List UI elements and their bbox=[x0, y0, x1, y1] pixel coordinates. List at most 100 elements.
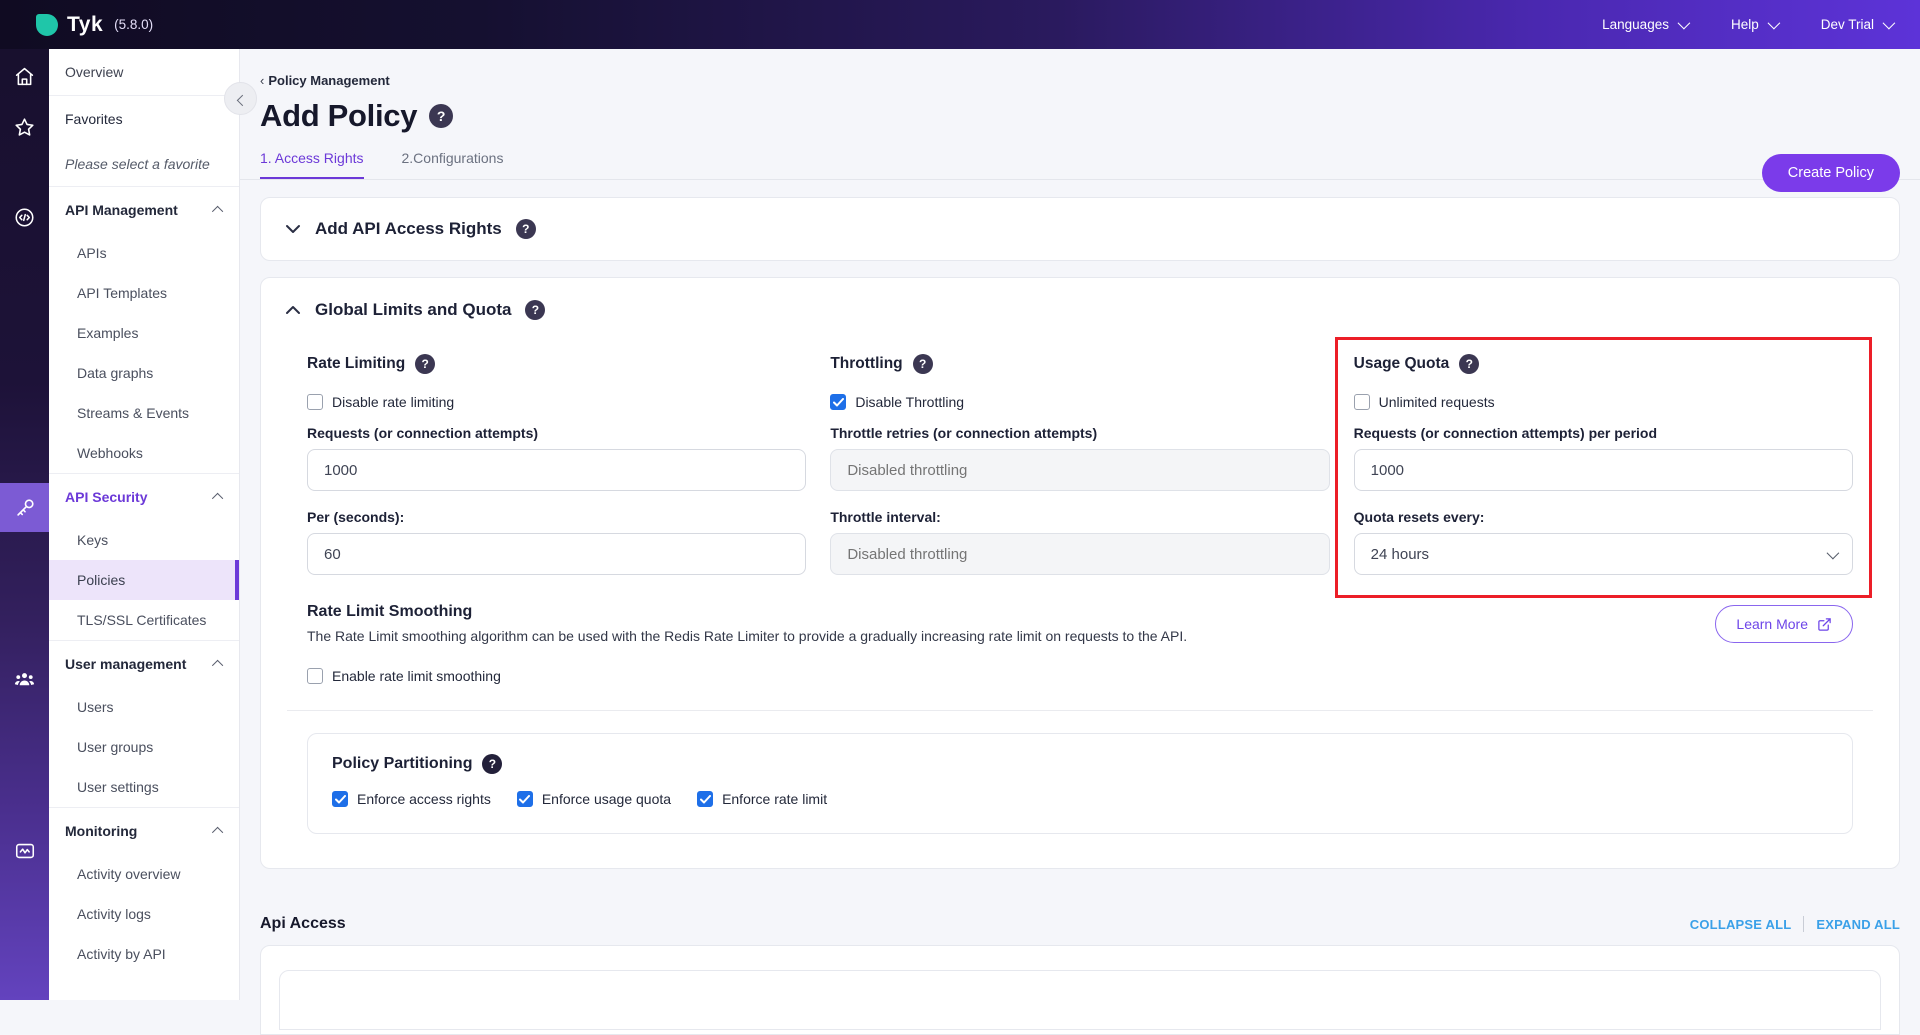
sidebar-section-monitoring[interactable]: Monitoring bbox=[49, 808, 239, 854]
expand-all-link[interactable]: EXPAND ALL bbox=[1816, 916, 1900, 932]
checkbox-unchecked[interactable] bbox=[307, 668, 323, 684]
sidebar-item-users[interactable]: Users bbox=[77, 699, 114, 715]
per-seconds-input[interactable] bbox=[307, 533, 807, 575]
sidebar: Overview Favorites Please select a favor… bbox=[49, 49, 240, 1000]
add-api-access-rights-card: Add API Access Rights ? bbox=[260, 197, 1900, 261]
help-menu[interactable]: Help bbox=[1730, 16, 1781, 32]
sidebar-item-examples[interactable]: Examples bbox=[77, 325, 139, 341]
checkbox-checked[interactable] bbox=[830, 394, 847, 410]
checkbox-unchecked[interactable] bbox=[1353, 394, 1370, 410]
dev-trial-menu-label: Dev Trial bbox=[1820, 17, 1874, 32]
sidebar-item-webhooks[interactable]: Webhooks bbox=[77, 445, 143, 461]
rate-requests-input[interactable] bbox=[307, 449, 807, 491]
disable-rate-limiting-checkbox[interactable]: Disable rate limiting bbox=[307, 394, 806, 410]
chevron-up-icon bbox=[211, 826, 224, 839]
throttling-help-icon[interactable]: ? bbox=[912, 354, 933, 374]
quota-resets-label: Quota resets every: bbox=[1353, 509, 1485, 525]
throttle-interval-label: Throttle interval: bbox=[830, 509, 941, 525]
sidebar-section-api-security[interactable]: API Security bbox=[49, 474, 239, 520]
page-help-icon[interactable]: ? bbox=[429, 104, 454, 128]
help-menu-label: Help bbox=[1730, 17, 1759, 32]
quota-requests-input[interactable] bbox=[1353, 449, 1853, 491]
chevron-left-icon: ‹ bbox=[260, 73, 265, 88]
check-icon bbox=[832, 397, 844, 406]
api-security-icon[interactable] bbox=[0, 483, 49, 532]
icon-rail bbox=[0, 49, 49, 1000]
favorites-placeholder: Please select a favorite bbox=[65, 156, 210, 172]
enforce-usage-quota-checkbox[interactable]: Enforce usage quota bbox=[516, 791, 671, 807]
sidebar-item-data-graphs[interactable]: Data graphs bbox=[77, 365, 154, 381]
usage-quota-help-icon[interactable]: ? bbox=[1459, 354, 1480, 374]
monitoring-icon[interactable] bbox=[0, 829, 49, 873]
rate-limiting-column: Rate Limiting ? Disable rate limiting Re… bbox=[307, 354, 807, 575]
sidebar-item-policies[interactable]: Policies bbox=[49, 560, 239, 600]
enforce-access-rights-checkbox[interactable]: Enforce access rights bbox=[332, 791, 491, 807]
api-management-icon[interactable] bbox=[0, 195, 49, 239]
check-icon bbox=[519, 794, 531, 803]
throttle-interval-input[interactable] bbox=[830, 533, 1330, 575]
collapse-all-link[interactable]: COLLAPSE ALL bbox=[1689, 916, 1792, 932]
add-api-access-rights-header[interactable]: Add API Access Rights ? bbox=[285, 219, 1875, 239]
divider bbox=[49, 640, 239, 641]
smoothing-description: The Rate Limit smoothing algorithm can b… bbox=[307, 628, 1188, 644]
sidebar-item-activity-logs[interactable]: Activity logs bbox=[77, 906, 151, 922]
sidebar-item-activity-overview[interactable]: Activity overview bbox=[77, 866, 181, 882]
topbar-menus: Languages Help Dev Trial bbox=[1602, 16, 1896, 32]
global-limits-header[interactable]: Global Limits and Quota ? bbox=[285, 300, 1875, 320]
sidebar-item-apis[interactable]: APIs bbox=[77, 245, 107, 261]
tab-configurations[interactable]: 2.Configurations bbox=[401, 150, 504, 166]
unlimited-requests-checkbox[interactable]: Unlimited requests bbox=[1353, 394, 1853, 410]
sidebar-section-label: API Security bbox=[65, 489, 148, 505]
access-rights-help-icon[interactable]: ? bbox=[515, 219, 536, 239]
enforce-rate-limit-checkbox[interactable]: Enforce rate limit bbox=[697, 791, 827, 807]
sidebar-item-label: Favorites bbox=[65, 111, 123, 127]
chevron-down-icon bbox=[286, 225, 300, 233]
divider bbox=[49, 95, 239, 96]
sidebar-item-activity-by-api[interactable]: Activity by API bbox=[77, 946, 166, 962]
disable-throttling-checkbox[interactable]: Disable Throttling bbox=[830, 394, 1329, 410]
tyk-logo[interactable]: Tyk (5.8.0) bbox=[36, 13, 153, 37]
sidebar-section-label: Monitoring bbox=[65, 823, 138, 839]
brand-name: Tyk bbox=[67, 12, 104, 36]
user-management-icon[interactable] bbox=[0, 657, 49, 701]
throttle-retries-input[interactable] bbox=[830, 449, 1330, 491]
global-limits-help-icon[interactable]: ? bbox=[525, 300, 546, 320]
sidebar-item-tls-ssl-certificates[interactable]: TLS/SSL Certificates bbox=[77, 612, 207, 628]
sidebar-item-streams-events[interactable]: Streams & Events bbox=[77, 405, 190, 421]
column-title: Rate Limiting bbox=[307, 355, 406, 372]
sidebar-item-favorites[interactable]: Favorites bbox=[49, 96, 239, 142]
tab-access-rights[interactable]: 1. Access Rights bbox=[260, 150, 364, 179]
column-title: Usage Quota bbox=[1353, 355, 1450, 372]
api-access-inner-card bbox=[279, 970, 1881, 1030]
checkbox-checked[interactable] bbox=[697, 791, 714, 807]
sidebar-item-user-settings[interactable]: User settings bbox=[77, 779, 159, 795]
dev-trial-menu[interactable]: Dev Trial bbox=[1820, 16, 1896, 32]
home-icon[interactable] bbox=[0, 54, 49, 98]
partitioning-help-icon[interactable]: ? bbox=[482, 754, 503, 774]
sidebar-section-api-management[interactable]: API Management bbox=[49, 187, 239, 233]
sidebar-collapse-button[interactable] bbox=[224, 82, 257, 115]
languages-menu-label: Languages bbox=[1602, 17, 1669, 32]
global-limits-card: Global Limits and Quota ? Rate Limiting … bbox=[260, 277, 1900, 869]
sidebar-item-label: Overview bbox=[65, 64, 124, 80]
sidebar-item-overview[interactable]: Overview bbox=[49, 49, 239, 95]
checkbox-checked[interactable] bbox=[332, 791, 348, 807]
quota-resets-select[interactable]: 24 hours bbox=[1353, 533, 1853, 575]
breadcrumb[interactable]: ‹ Policy Management bbox=[260, 73, 390, 88]
star-icon[interactable] bbox=[0, 105, 49, 149]
section-title: Global Limits and Quota bbox=[315, 300, 512, 319]
sidebar-section-user-management[interactable]: User management bbox=[49, 641, 239, 687]
column-title: Throttling bbox=[830, 355, 903, 372]
main-content: ‹ Policy Management Add Policy ? Create P… bbox=[240, 49, 1920, 1035]
rate-limiting-help-icon[interactable]: ? bbox=[415, 354, 436, 374]
sidebar-item-user-groups[interactable]: User groups bbox=[77, 739, 154, 755]
languages-menu[interactable]: Languages bbox=[1602, 16, 1691, 32]
learn-more-button[interactable]: Learn More bbox=[1715, 605, 1853, 643]
checkbox-checked[interactable] bbox=[516, 791, 533, 807]
create-policy-button[interactable]: Create Policy bbox=[1761, 154, 1900, 192]
checkbox-unchecked[interactable] bbox=[307, 394, 323, 410]
sidebar-item-keys[interactable]: Keys bbox=[77, 532, 109, 548]
enable-smoothing-checkbox[interactable]: Enable rate limit smoothing bbox=[307, 668, 1853, 684]
chevron-up-icon bbox=[211, 205, 224, 218]
sidebar-item-api-templates[interactable]: API Templates bbox=[77, 285, 168, 301]
